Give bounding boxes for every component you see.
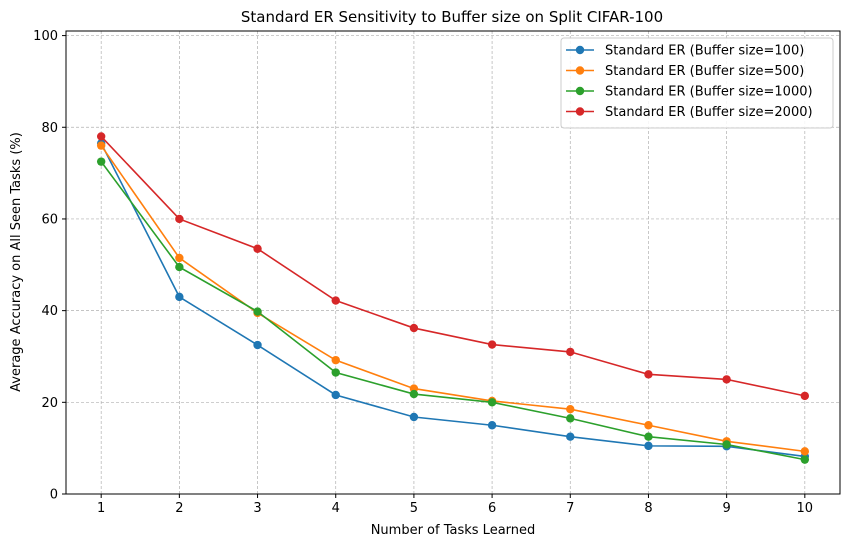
series-line [100,161,805,461]
data-point [487,421,497,430]
plot-area [65,30,841,495]
x-tick-label: 2 [175,501,183,516]
y-axis-label: Average Accuracy on All Seen Tasks (%) [9,132,24,392]
data-point [96,157,106,166]
legend-entry: Standard ER (Buffer size=500) [566,64,804,79]
series-line [100,145,805,453]
legend-entry: Standard ER (Buffer size=2000) [566,105,813,120]
y-tick-label: 40 [41,304,58,319]
chart-title: Standard ER Sensitivity to Buffer size o… [241,8,663,26]
x-tick-label: 8 [644,501,652,516]
data-point [96,141,106,150]
data-point [566,404,575,414]
y-tick-label: 100 [33,29,58,44]
legend-marker [575,86,585,96]
data-point [722,375,731,384]
y-tick-label: 60 [41,212,58,227]
data-point [253,244,262,253]
series-3 [96,157,810,464]
data-point [644,370,653,379]
data-point [175,262,184,272]
legend-entry: Standard ER (Buffer size=1000) [566,85,813,100]
y-tick-label: 0 [50,488,58,503]
x-axis: 1 2 3 4 5 6 7 8 9 10 [97,494,813,516]
data-point [644,432,653,441]
data-point [96,132,106,141]
data-point [566,414,575,423]
legend-label: Standard ER (Buffer size=100) [605,44,804,59]
series-4 [96,132,810,401]
data-point [331,355,340,365]
data-point [800,447,810,456]
data-point [253,307,262,316]
x-tick-label: 5 [410,501,418,516]
data-point [722,440,731,449]
data-point [409,412,419,422]
legend-box [560,37,834,129]
series-2 [96,141,810,456]
data-point [175,214,184,224]
data-point [800,391,810,401]
legend-entry: Standard ER (Buffer size=100) [566,44,804,59]
y-tick-label: 80 [41,121,58,136]
data-point [331,390,340,400]
data-point [487,398,497,407]
data-point [800,455,810,464]
x-axis-label: Number of Tasks Learned [371,523,536,538]
data-point [644,421,653,430]
series-line [100,142,805,458]
series-layer [96,132,810,464]
data-point [409,323,419,333]
x-tick-label: 6 [488,501,496,516]
x-tick-label: 1 [97,501,105,516]
data-point [253,340,262,350]
x-tick-label: 10 [797,501,814,516]
x-tick-label: 7 [566,501,574,516]
data-point [566,432,575,441]
data-point [644,441,653,451]
data-point [331,368,340,377]
legend-label: Standard ER (Buffer size=2000) [605,105,813,120]
data-point [409,389,419,399]
legend-marker [575,107,585,116]
legend-label: Standard ER (Buffer size=500) [605,64,804,79]
data-point [566,347,575,357]
legend: Standard ER (Buffer size=100) Standard ER… [560,37,834,129]
series-line [100,135,805,397]
legend-label: Standard ER (Buffer size=1000) [605,85,813,100]
legend-marker [575,66,585,75]
series-1 [96,139,810,461]
data-point [487,340,497,349]
x-tick-label: 3 [253,501,261,516]
y-axis: 0 20 40 60 80 100 [33,29,66,503]
data-point [175,292,184,302]
data-point [331,296,340,305]
legend-marker [575,45,585,55]
x-tick-label: 4 [332,501,340,516]
y-tick-label: 20 [41,396,58,411]
x-tick-label: 9 [722,501,730,516]
data-point [175,253,184,263]
